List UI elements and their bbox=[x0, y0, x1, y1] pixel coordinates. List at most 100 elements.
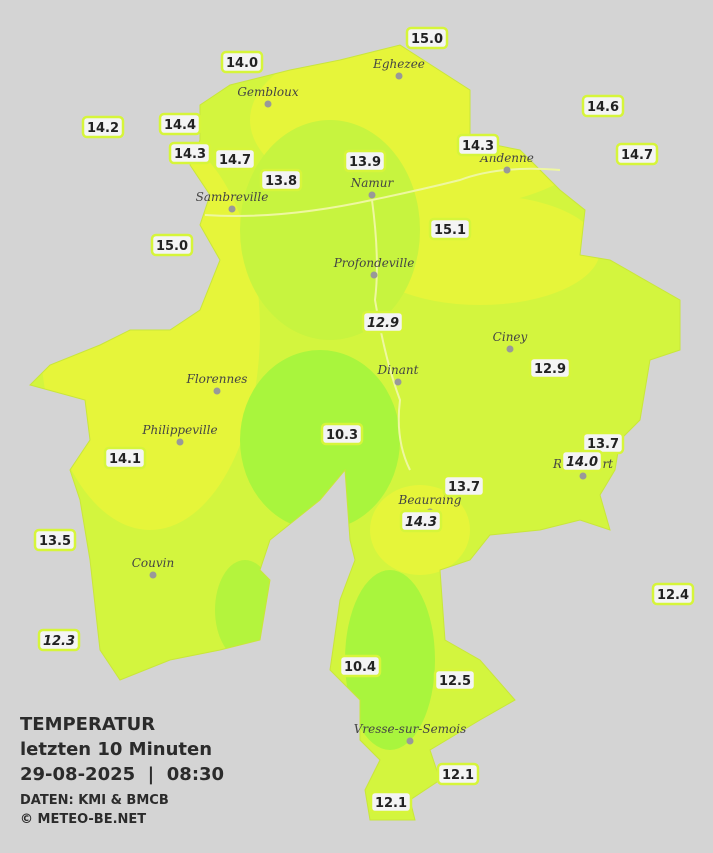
station-label: 14.3 bbox=[399, 509, 443, 533]
city-name: Sambreville bbox=[196, 190, 269, 204]
station-box bbox=[220, 50, 264, 74]
station-value: 12.1 bbox=[375, 796, 407, 811]
station-box bbox=[651, 582, 695, 606]
city-dot bbox=[395, 72, 403, 80]
city-dot bbox=[228, 205, 236, 213]
datetime: 29-08-2025 | 08:30 bbox=[20, 764, 224, 785]
station-box bbox=[456, 133, 500, 157]
city-dot bbox=[394, 378, 402, 386]
station-box bbox=[428, 217, 472, 241]
station-value: 10.3 bbox=[326, 428, 358, 443]
station-label: 12.1 bbox=[436, 762, 480, 786]
station-value: 14.7 bbox=[621, 148, 653, 163]
station-box bbox=[320, 422, 364, 446]
station-box bbox=[150, 233, 194, 257]
station-box bbox=[581, 94, 625, 118]
station-box bbox=[433, 668, 477, 692]
station-box bbox=[615, 142, 659, 166]
city-dot bbox=[213, 387, 221, 395]
city-name: Ciney bbox=[493, 330, 528, 344]
station-value: 14.3 bbox=[405, 515, 437, 530]
station-value: 14.2 bbox=[87, 121, 119, 136]
station-value: 13.5 bbox=[39, 534, 71, 549]
station-label: 12.4 bbox=[651, 582, 695, 606]
station-box bbox=[81, 115, 125, 139]
station-value: 12.3 bbox=[43, 634, 75, 649]
station-label: 15.0 bbox=[150, 233, 194, 257]
station-value: 14.4 bbox=[164, 118, 196, 133]
station-label: 10.3 bbox=[320, 422, 364, 446]
city-dot bbox=[368, 191, 376, 199]
station-value: 13.7 bbox=[587, 437, 619, 452]
city-dot bbox=[370, 271, 378, 279]
city-name: Florennes bbox=[186, 372, 248, 386]
legend-block: TEMPERATUR letzten 10 Minuten 29-08-2025… bbox=[20, 714, 224, 827]
station-value: 13.8 bbox=[265, 174, 297, 189]
station-label: 15.0 bbox=[405, 26, 449, 50]
station-value: 14.3 bbox=[462, 139, 494, 154]
station-label: 12.9 bbox=[528, 356, 572, 380]
station-label: 14.2 bbox=[81, 115, 125, 139]
title: TEMPERATUR bbox=[20, 714, 155, 735]
city-name: Philippeville bbox=[141, 423, 217, 437]
subtitle: letzten 10 Minuten bbox=[20, 739, 212, 760]
station-label: 13.7 bbox=[442, 474, 486, 498]
station-label: 10.4 bbox=[338, 654, 382, 678]
station-label: 14.6 bbox=[581, 94, 625, 118]
station-label: 12.9 bbox=[361, 310, 405, 334]
station-label: 14.1 bbox=[103, 446, 147, 470]
city-dot bbox=[149, 571, 157, 579]
station-box bbox=[369, 790, 413, 814]
city-name: Dinant bbox=[377, 363, 419, 377]
station-value: 10.4 bbox=[344, 660, 376, 675]
city-dot bbox=[503, 166, 511, 174]
station-box bbox=[103, 446, 147, 470]
city-name: Profondeville bbox=[333, 256, 415, 270]
station-label: 12.3 bbox=[37, 628, 81, 652]
station-label: 14.3 bbox=[456, 133, 500, 157]
station-box bbox=[37, 628, 81, 652]
station-label: 14.0 bbox=[560, 449, 604, 473]
source: DATEN: KMI & BMCB bbox=[20, 793, 169, 808]
station-box bbox=[338, 654, 382, 678]
city-dot bbox=[579, 472, 587, 480]
station-value: 14.7 bbox=[219, 153, 251, 168]
station-value: 14.3 bbox=[174, 147, 206, 162]
station-value: 12.1 bbox=[442, 768, 474, 783]
station-box bbox=[213, 147, 257, 171]
city-name: Namur bbox=[350, 176, 395, 190]
city-dot bbox=[406, 737, 414, 745]
station-label: 12.5 bbox=[433, 668, 477, 692]
station-value: 15.1 bbox=[434, 223, 466, 238]
station-label: 14.4 bbox=[158, 112, 202, 136]
station-value: 14.0 bbox=[226, 56, 258, 71]
station-label: 13.7 bbox=[581, 431, 625, 455]
station-value: 15.0 bbox=[156, 239, 188, 254]
station-box bbox=[436, 762, 480, 786]
station-box bbox=[343, 149, 387, 173]
station-value: 14.1 bbox=[109, 452, 141, 467]
station-label: 13.5 bbox=[33, 528, 77, 552]
station-box bbox=[581, 431, 625, 455]
station-label: 13.8 bbox=[259, 168, 303, 192]
station-box bbox=[560, 449, 604, 473]
station-box bbox=[405, 26, 449, 50]
station-box bbox=[528, 356, 572, 380]
station-label: 14.7 bbox=[615, 142, 659, 166]
city-dot bbox=[264, 100, 272, 108]
station-label: 12.1 bbox=[369, 790, 413, 814]
city-name: Gembloux bbox=[237, 85, 299, 99]
city-name: Couvin bbox=[132, 556, 174, 570]
station-value: 12.4 bbox=[657, 588, 689, 603]
station-label: 15.1 bbox=[428, 217, 472, 241]
station-value: 13.9 bbox=[349, 155, 381, 170]
station-value: 12.9 bbox=[367, 316, 399, 331]
station-box bbox=[361, 310, 405, 334]
city-name: Vresse-sur-Semois bbox=[354, 722, 467, 736]
station-box bbox=[259, 168, 303, 192]
station-label: 14.3 bbox=[168, 141, 212, 165]
station-box bbox=[158, 112, 202, 136]
station-box bbox=[442, 474, 486, 498]
station-label: 14.0 bbox=[220, 50, 264, 74]
